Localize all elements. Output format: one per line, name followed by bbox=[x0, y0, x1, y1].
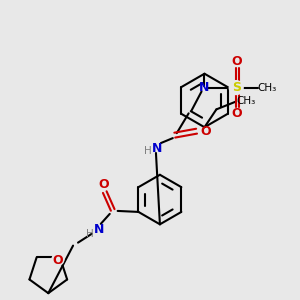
Text: O: O bbox=[232, 107, 242, 120]
Text: O: O bbox=[98, 178, 109, 191]
Circle shape bbox=[229, 81, 243, 94]
Text: N: N bbox=[152, 142, 162, 154]
Circle shape bbox=[52, 254, 64, 265]
Text: CH₃: CH₃ bbox=[236, 97, 256, 106]
Text: N: N bbox=[199, 81, 210, 94]
Text: H: H bbox=[144, 146, 152, 156]
Text: O: O bbox=[232, 55, 242, 68]
Text: S: S bbox=[232, 81, 241, 94]
Text: O: O bbox=[200, 125, 211, 138]
Text: O: O bbox=[53, 254, 63, 267]
Text: N: N bbox=[94, 223, 104, 236]
Text: CH₃: CH₃ bbox=[257, 82, 277, 93]
Text: H: H bbox=[86, 229, 94, 239]
